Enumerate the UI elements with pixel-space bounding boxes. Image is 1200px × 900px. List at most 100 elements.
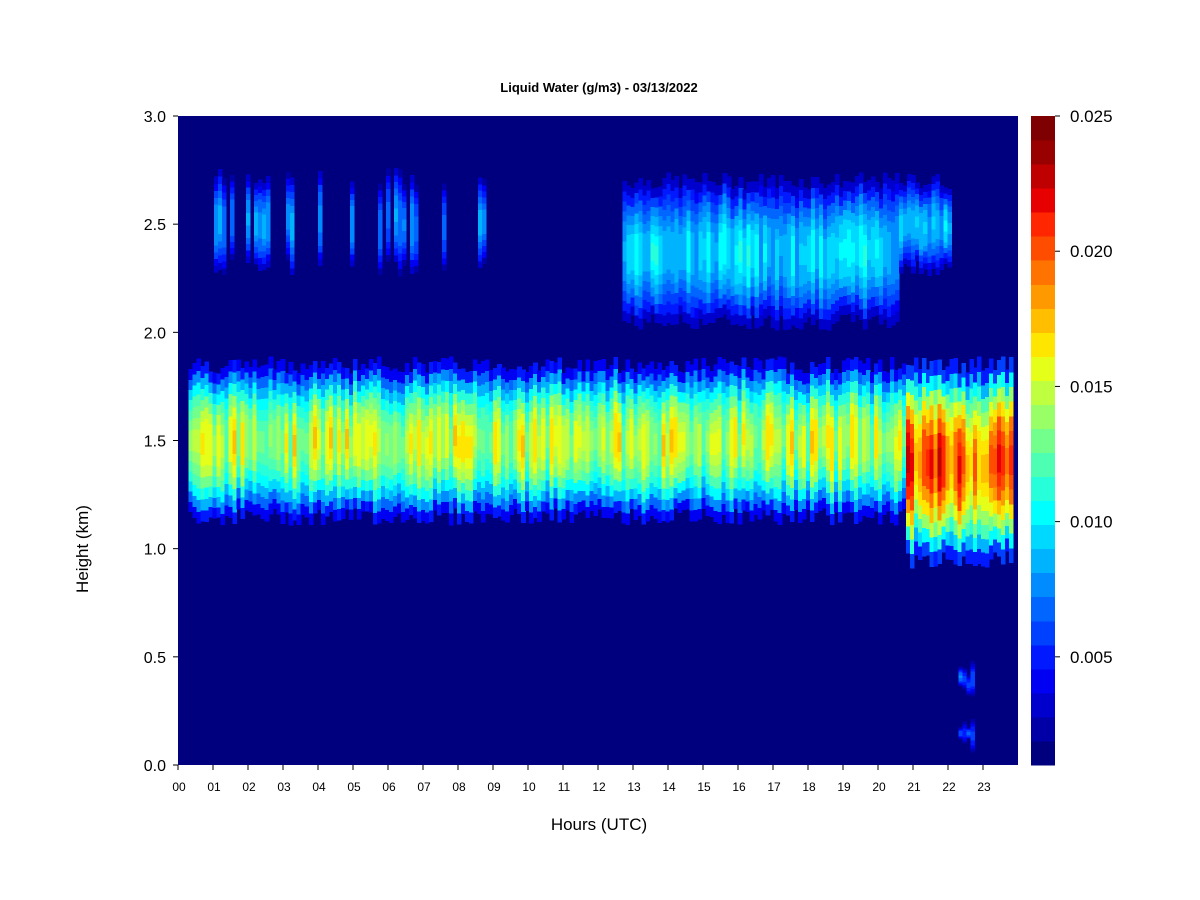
heatmap-cell <box>877 465 883 478</box>
heatmap-cell <box>698 221 704 232</box>
heatmap-cell <box>629 488 635 500</box>
heatmap-cell <box>252 459 258 472</box>
heatmap-cell <box>937 447 943 463</box>
heatmap-cell <box>601 494 606 507</box>
heatmap-cell <box>290 239 295 248</box>
heatmap-cell <box>332 497 338 510</box>
heatmap-cell <box>613 423 618 436</box>
heatmap-cell <box>400 489 406 502</box>
heatmap-cell <box>874 286 880 297</box>
heatmap-cell <box>621 468 627 480</box>
heatmap-cell <box>396 432 402 443</box>
heatmap-cell <box>789 362 795 375</box>
heatmap-cell <box>650 233 656 243</box>
heatmap-cell <box>478 202 483 210</box>
heatmap-cell <box>921 386 927 402</box>
heatmap-cell <box>850 281 856 293</box>
heatmap-cell <box>380 463 386 476</box>
heatmap-cell <box>658 196 664 207</box>
heatmap-cell <box>966 737 971 739</box>
heatmap-cell <box>710 262 716 273</box>
heatmap-cell <box>352 359 358 371</box>
heatmap-cell <box>742 237 748 248</box>
heatmap-cell <box>730 266 736 277</box>
heatmap-cell <box>810 250 816 262</box>
heatmap-cell <box>670 293 676 305</box>
heatmap-cell <box>589 430 594 441</box>
heatmap-cell <box>398 245 403 254</box>
heatmap-cell <box>505 446 510 458</box>
heatmap-cell <box>915 232 920 239</box>
heatmap-cell <box>266 234 271 242</box>
heatmap-cell <box>218 233 223 242</box>
heatmap-cell <box>697 391 703 403</box>
heatmap-cell <box>332 381 338 394</box>
heatmap-cell <box>678 287 684 297</box>
heatmap-cell <box>797 424 803 436</box>
heatmap-cell <box>376 403 382 417</box>
heatmap-cell <box>394 241 399 249</box>
heatmap-cell <box>412 379 418 393</box>
heatmap-cell <box>689 431 695 444</box>
heatmap-cell <box>290 267 295 276</box>
heatmap-cell <box>230 175 235 182</box>
heatmap-cell <box>697 455 703 467</box>
heatmap-cell <box>813 502 819 513</box>
heatmap-cell <box>917 518 923 533</box>
heatmap-cell <box>962 723 967 726</box>
heatmap-cell <box>410 245 415 254</box>
heatmap-cell <box>881 432 887 444</box>
heatmap-cell <box>931 202 936 210</box>
heatmap-cell <box>901 425 907 437</box>
heatmap-cell <box>296 459 302 472</box>
heatmap-cell <box>392 389 398 401</box>
heatmap-cell <box>214 265 219 273</box>
heatmap-cell <box>961 473 966 488</box>
heatmap-cell <box>758 228 764 240</box>
heatmap-cell <box>821 383 827 395</box>
heatmap-cell <box>862 276 868 288</box>
heatmap-cell <box>638 242 644 255</box>
heatmap-cell <box>465 371 470 384</box>
heatmap-cell <box>689 487 695 500</box>
heatmap-cell <box>669 497 675 510</box>
heatmap-cell <box>529 366 534 378</box>
heatmap-cell <box>694 223 700 235</box>
heatmap-cell <box>650 304 656 315</box>
heatmap-cell <box>240 378 246 391</box>
heatmap-cell <box>733 477 739 489</box>
heatmap-cell <box>937 388 943 404</box>
heatmap-cell <box>853 404 859 417</box>
heatmap-cell <box>690 210 696 222</box>
heatmap-cell <box>818 183 824 195</box>
heatmap-cell <box>817 478 823 490</box>
heatmap-cell <box>801 466 807 478</box>
heatmap-cell <box>917 369 923 384</box>
heatmap-cell <box>662 283 668 295</box>
heatmap-cell <box>232 430 238 443</box>
heatmap-cell <box>721 392 727 405</box>
heatmap-cell <box>220 468 226 481</box>
heatmap-cell <box>573 389 578 401</box>
heatmap-cell <box>849 479 855 491</box>
heatmap-cell <box>565 367 570 379</box>
heatmap-cell <box>713 499 719 512</box>
heatmap-cell <box>903 252 908 259</box>
heatmap-cell <box>256 461 262 473</box>
heatmap-cell <box>809 487 815 500</box>
heatmap-cell <box>801 414 807 426</box>
heatmap-cell <box>224 365 230 378</box>
heatmap-cell <box>996 541 1002 557</box>
heatmap-cell <box>830 293 836 304</box>
heatmap-cell <box>682 311 688 323</box>
heatmap-cell <box>694 297 700 309</box>
heatmap-cell <box>686 230 692 242</box>
heatmap-cell <box>917 423 923 438</box>
heatmap-cell <box>769 434 775 446</box>
y-tick-label: 0.0 <box>144 758 166 775</box>
heatmap-cell <box>264 386 270 399</box>
heatmap-cell <box>933 359 939 376</box>
heatmap-cell <box>557 509 562 523</box>
heatmap-cell <box>577 360 582 372</box>
heatmap-cell <box>766 305 772 316</box>
